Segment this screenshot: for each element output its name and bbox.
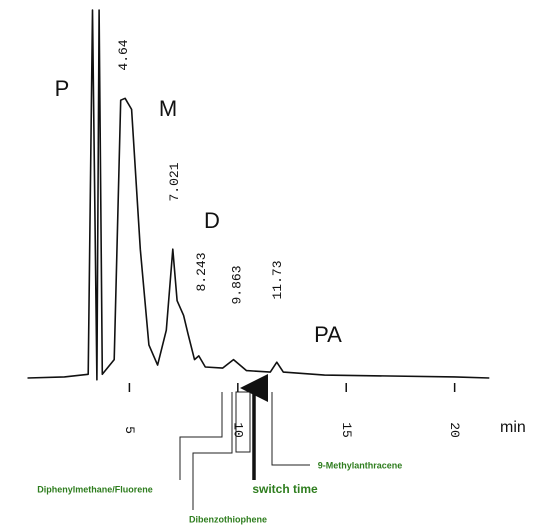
leader-line <box>271 392 310 466</box>
leader-line <box>179 392 223 480</box>
callout-label: 9-Methylanthracene <box>318 460 403 470</box>
retention-time: 8.243 <box>194 252 209 291</box>
retention-time: 4.64 <box>116 39 131 70</box>
callout-label: switch time <box>252 482 318 496</box>
callout-label: Diphenylmethane/Fluorene <box>37 484 153 494</box>
x-tick-label: 5 <box>122 426 137 434</box>
peak-label: M <box>159 96 177 121</box>
leader-line <box>192 392 233 510</box>
retention-time: 9.863 <box>229 265 244 304</box>
x-tick-label: 20 <box>447 422 462 438</box>
x-axis-label: min <box>500 419 526 436</box>
leader-lines <box>179 374 310 510</box>
retention-time: 7.021 <box>167 162 182 201</box>
peak-label: P <box>55 76 70 101</box>
callout-label: Dibenzothiophene <box>189 514 267 524</box>
trace <box>27 9 490 381</box>
x-tick-label: 10 <box>230 422 245 438</box>
retention-time: 11.73 <box>270 260 285 299</box>
peak-label: PA <box>314 322 342 347</box>
peak-label: D <box>204 208 220 233</box>
x-tick-label: 15 <box>339 422 354 438</box>
